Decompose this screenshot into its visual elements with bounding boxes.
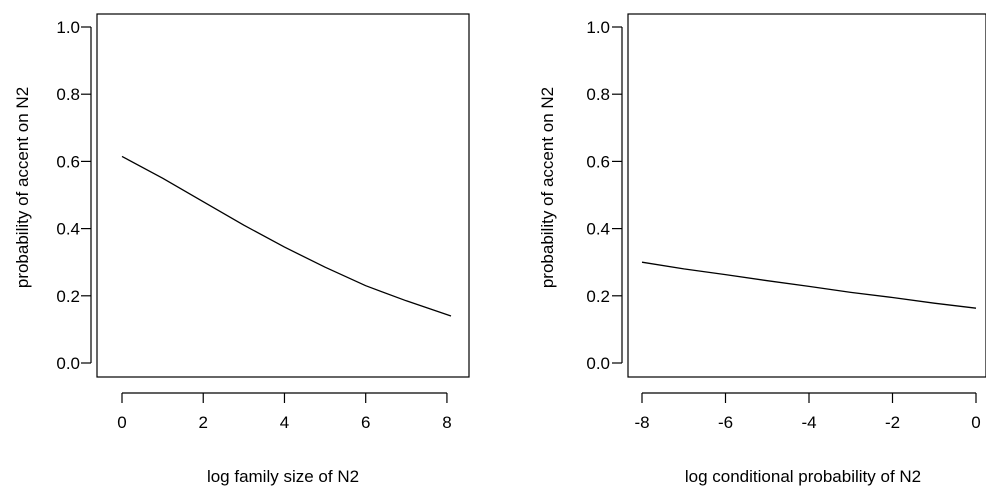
panel-2-x-tick-label-4: 0	[971, 413, 980, 432]
panel-2-x-tick-label-2: -4	[801, 413, 816, 432]
panel-2-y-axis-label: probability of accent on N2	[538, 87, 557, 288]
panel-2-plot-frame	[627, 13, 986, 378]
panel-2-y-tick-label-4: 0.8	[586, 85, 610, 104]
panel-1-x-axis-label: log family size of N2	[207, 467, 359, 486]
panel-1-y-tick-label-1: 0.2	[56, 287, 80, 306]
panel-2-y-tick-label-3: 0.6	[586, 152, 610, 171]
panel-1-series-line-0	[121, 155, 452, 317]
panel-2-series-line-0	[641, 261, 977, 309]
panel-1-y-tick-label-5: 1.0	[56, 18, 80, 37]
panel-1-y-tick-label-0: 0.0	[56, 354, 80, 373]
panel-2-y-tick-label-0: 0.0	[586, 354, 610, 373]
panel-1-x-tick-label-0: 0	[117, 413, 126, 432]
panel-1-y-axis-label: probability of accent on N2	[13, 87, 32, 288]
panel-1-x-tick-label-4: 8	[442, 413, 451, 432]
panel-2-y-tick-label-5: 1.0	[586, 18, 610, 37]
panel-2-x-axis-label: log conditional probability of N2	[685, 467, 921, 486]
panel-1-y-tick-label-4: 0.8	[56, 85, 80, 104]
panel-1-x-tick-label-1: 2	[199, 413, 208, 432]
panel-2-y-tick-label-1: 0.2	[586, 287, 610, 306]
panel-1-x-tick-label-3: 6	[361, 413, 370, 432]
panel-2-y-tick-label-2: 0.4	[586, 220, 610, 239]
panel-2-x-tick-label-1: -6	[718, 413, 733, 432]
panel-1-plot-frame	[96, 13, 470, 378]
panel-1-y-tick-label-3: 0.6	[56, 152, 80, 171]
panel-1-x-tick-label-2: 4	[280, 413, 289, 432]
panel-1-y-tick-label-2: 0.4	[56, 220, 80, 239]
panel-2-x-tick-label-3: -2	[885, 413, 900, 432]
panel-2-x-tick-label-0: -8	[634, 413, 649, 432]
